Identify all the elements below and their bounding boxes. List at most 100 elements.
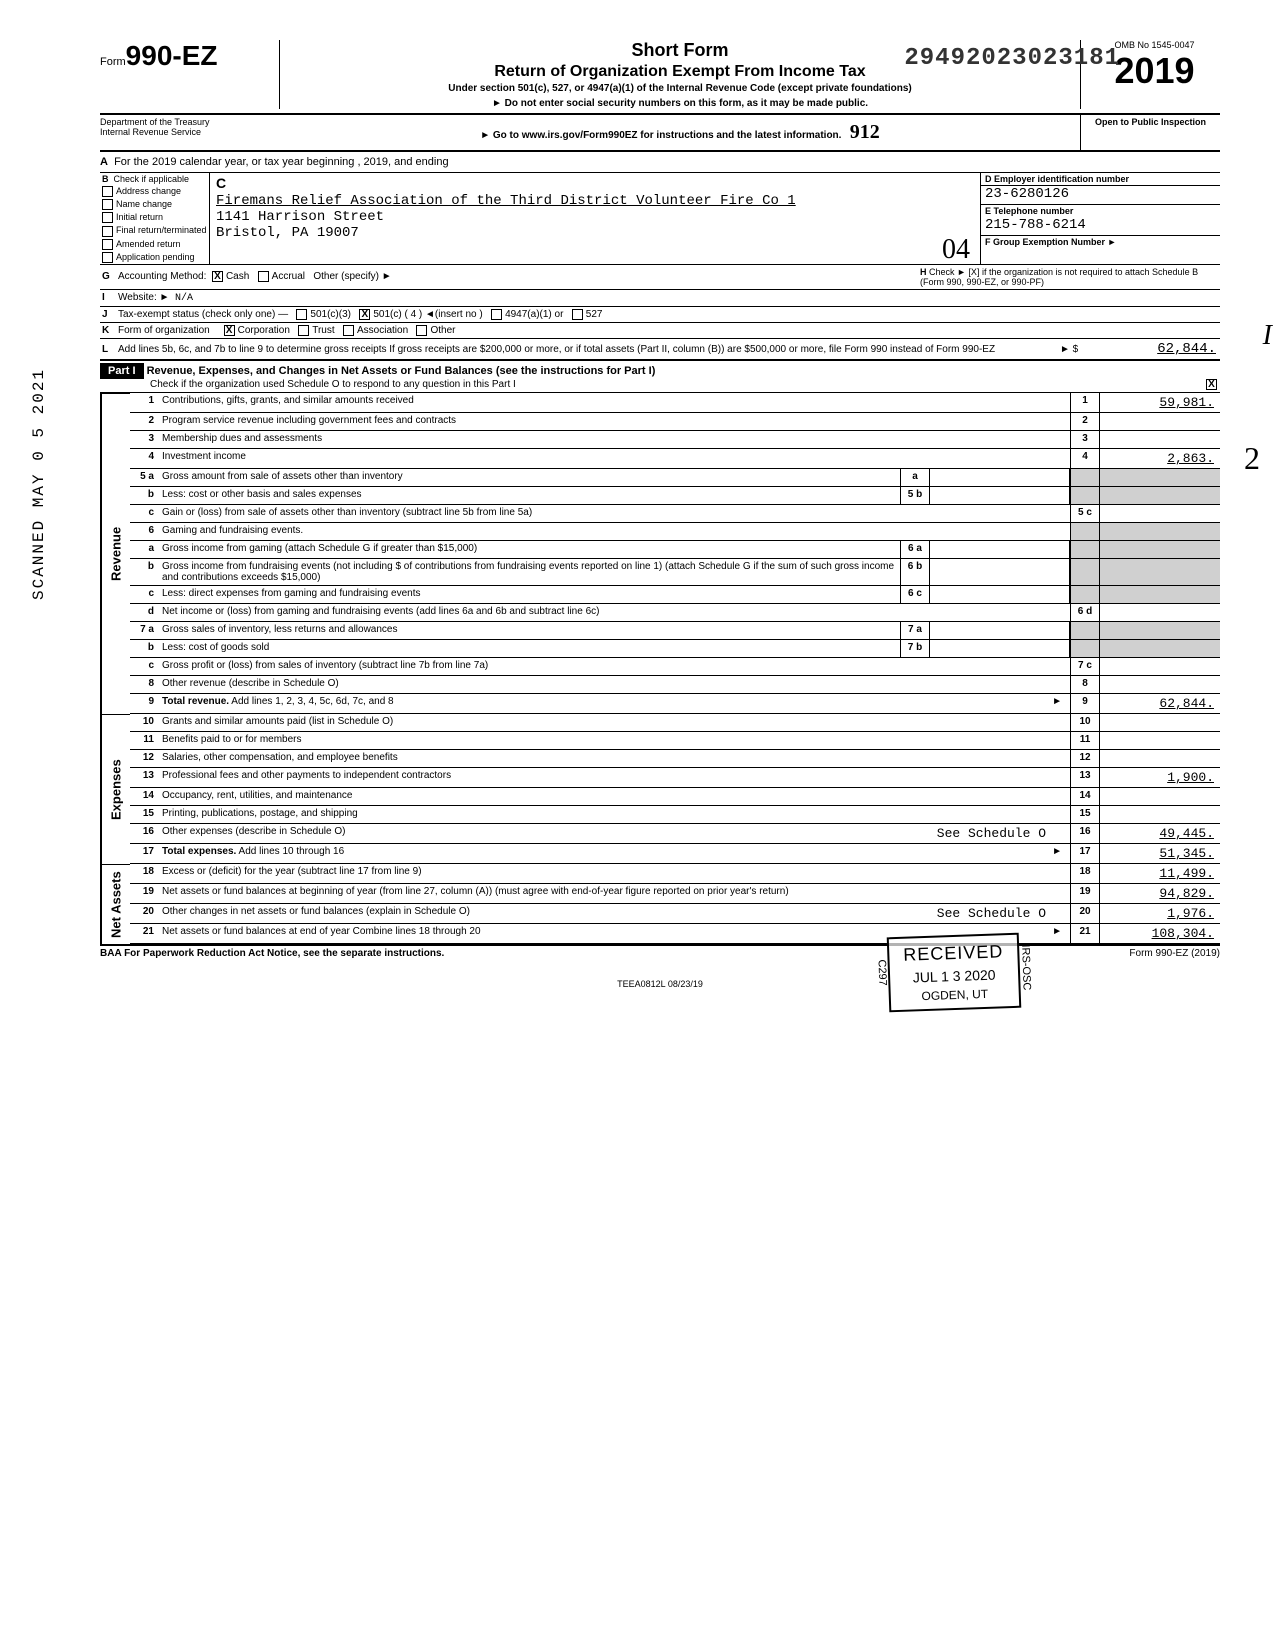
end-number: 1 [1070,393,1100,412]
mid-value [930,559,1070,585]
end-number-shaded [1070,541,1100,558]
row-number: 18 [130,864,158,883]
expenses-section: Expenses 10Grants and similar amounts pa… [100,714,1220,864]
form-subtitle: Under section 501(c), 527, or 4947(a)(1)… [290,83,1070,94]
checkbox-501c[interactable]: X [359,309,370,320]
row-description: Other changes in net assets or fund bala… [158,904,1070,923]
org-addr2: Bristol, PA 19007 [216,225,359,241]
table-row: 16Other expenses (describe in Schedule O… [130,824,1220,844]
mid-number: 5 b [900,487,930,504]
table-row: bLess: cost or other basis and sales exp… [130,487,1220,505]
table-row: 17Total expenses. Add lines 10 through 1… [130,844,1220,864]
scanned-stamp: SCANNED MAY 0 5 2021 [30,368,48,600]
label-4947: 4947(a)(1) or [505,309,563,320]
table-row: aGross income from gaming (attach Schedu… [130,541,1220,559]
end-number-shaded [1070,586,1100,603]
mid-number: 7 b [900,640,930,657]
label-amended-return: Amended return [116,239,181,249]
mid-value [930,541,1070,558]
table-row: 7 aGross sales of inventory, less return… [130,622,1220,640]
dln-stamp: 29492023023181 [904,45,1120,72]
mid-number: 6 b [900,559,930,585]
end-value: 62,844. [1100,694,1220,713]
part-1-header: Part I Revenue, Expenses, and Changes in… [100,360,1220,393]
checkbox-4947[interactable] [491,309,502,320]
row-number: 8 [130,676,158,693]
row-description: Occupancy, rent, utilities, and maintena… [158,788,1070,805]
row-description: Total revenue. Add lines 1, 2, 3, 4, 5c,… [158,694,1070,713]
checkbox-527[interactable] [572,309,583,320]
label-association: Association [357,325,408,336]
end-value: 51,345. [1100,844,1220,863]
label-other-method: Other (specify) ► [313,271,391,282]
checkbox-accrual[interactable] [258,271,269,282]
row-number: c [130,586,158,603]
row-description: Membership dues and assessments [158,431,1070,448]
checkbox-association[interactable] [343,325,354,336]
line-g-label: G [100,271,118,282]
checkbox-initial-return[interactable] [102,212,113,223]
form-note-1: ► Do not enter social security numbers o… [290,98,1070,109]
end-number: 18 [1070,864,1100,883]
label-initial-return: Initial return [116,212,163,222]
row-number: c [130,505,158,522]
checkbox-schedule-o[interactable]: X [1206,379,1217,390]
part-1-label: Part I [100,363,144,379]
checkbox-amended-return[interactable] [102,239,113,250]
checkbox-other-org[interactable] [416,325,427,336]
org-name: Firemans Relief Association of the Third… [216,193,796,209]
row-number: 19 [130,884,158,903]
checkbox-application-pending[interactable] [102,252,113,263]
end-number-shaded [1070,469,1100,486]
label-accrual: Accrual [272,271,305,282]
end-number: 13 [1070,768,1100,787]
table-row: 10Grants and similar amounts paid (list … [130,714,1220,732]
end-number: 17 [1070,844,1100,863]
checkbox-cash[interactable]: X [212,271,223,282]
checkbox-final-return[interactable] [102,226,113,237]
checkbox-name-change[interactable] [102,199,113,210]
footer-left: BAA For Paperwork Reduction Act Notice, … [100,948,444,959]
col-b: B Check if applicable Address change Nam… [100,173,210,264]
row-number: 3 [130,431,158,448]
table-row: 18Excess or (deficit) for the year (subt… [130,864,1220,884]
end-value [1100,788,1220,805]
mid-value [930,487,1070,504]
mid-number: 7 a [900,622,930,639]
table-row: 4Investment income42,863. [130,449,1220,469]
line-i-label: I [100,292,118,303]
end-number: 8 [1070,676,1100,693]
netassets-section: Net Assets 18Excess or (deficit) for the… [100,864,1220,944]
checkbox-trust[interactable] [298,325,309,336]
row-number: b [130,487,158,504]
end-number: 4 [1070,449,1100,468]
footer: BAA For Paperwork Reduction Act Notice, … [100,944,1220,959]
line-a: A For the 2019 calendar year, or tax yea… [100,152,1220,173]
checkbox-corporation[interactable]: X [224,325,235,336]
end-number: 9 [1070,694,1100,713]
received-location: OGDEN, UT [905,986,1005,1003]
row-number: 16 [130,824,158,843]
row-number: 9 [130,694,158,713]
end-number: 15 [1070,806,1100,823]
line-i-text: Website: ► [118,292,169,303]
row-number: 4 [130,449,158,468]
end-value-shaded [1100,622,1220,639]
end-number: 2 [1070,413,1100,430]
line-g-text: Accounting Method: [118,271,206,282]
line-l-text: Add lines 5b, 6c, and 7b to line 9 to de… [118,344,1060,355]
row-description: Grants and similar amounts paid (list in… [158,714,1070,731]
end-value: 59,981. [1100,393,1220,412]
row-description: Gain or (loss) from sale of assets other… [158,505,1070,522]
end-value-shaded [1100,541,1220,558]
label-corporation: Corporation [238,325,290,336]
footer-right: Form 990-EZ (2019) [1129,948,1220,959]
open-public: Open to Public Inspection [1080,115,1220,150]
checkbox-address-change[interactable] [102,186,113,197]
checkbox-501c3[interactable] [296,309,307,320]
row-description: Excess or (deficit) for the year (subtra… [158,864,1070,883]
table-row: 20Other changes in net assets or fund ba… [130,904,1220,924]
line-j-label: J [100,309,118,320]
form-prefix: Form [100,56,126,68]
end-number: 20 [1070,904,1100,923]
